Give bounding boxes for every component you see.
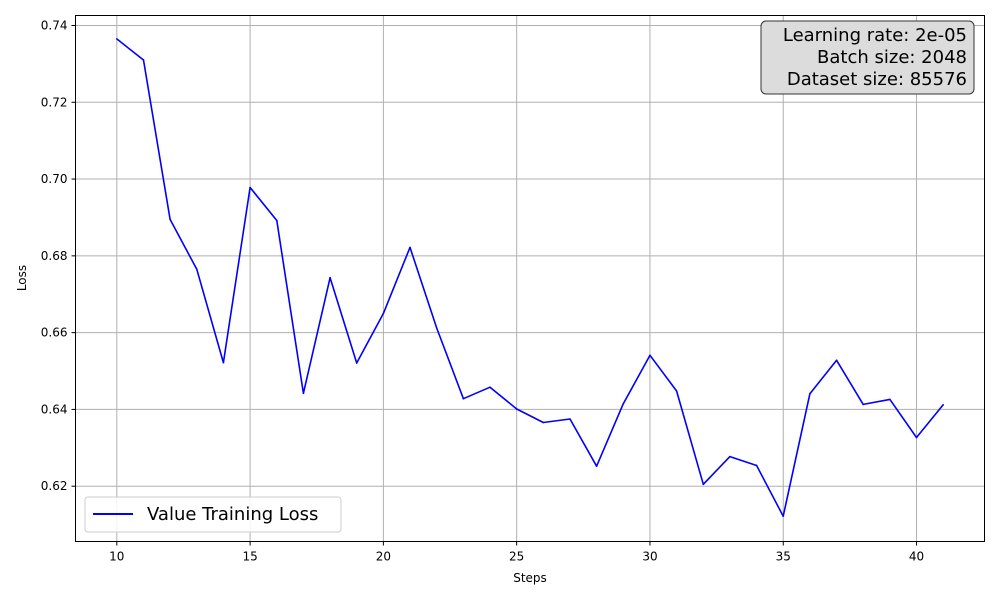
data-point (889, 398, 891, 401)
data-point (782, 515, 785, 517)
info-box: Learning rate: 2e-05 Batch size: 2048 Da… (760, 20, 975, 95)
data-point (116, 38, 118, 40)
legend-frame (84, 496, 342, 533)
data-point (942, 404, 944, 406)
data-point (489, 386, 491, 388)
data-point (755, 464, 758, 467)
data-point (275, 219, 278, 222)
y-tick-label: 0.66 (41, 326, 68, 340)
data-point (302, 392, 305, 395)
data-point (435, 327, 438, 329)
data-point (355, 362, 358, 364)
y-tick-label: 0.64 (41, 402, 68, 416)
data-point (329, 276, 331, 279)
grid (75, 15, 985, 542)
plot-background (75, 15, 985, 542)
x-axis-label: Steps (513, 571, 547, 585)
data-point (382, 312, 385, 315)
data-point (195, 268, 198, 271)
y-axis: 0.62 0.64 0.66 0.68 0.70 0.72 0.74 (41, 18, 76, 493)
info-learning-rate: Learning rate: 2e-05 (783, 25, 967, 46)
y-tick-label: 0.70 (41, 172, 68, 186)
series-line (116, 38, 944, 518)
x-tick-label: 30 (642, 550, 657, 564)
x-tick-label: 40 (909, 550, 924, 564)
data-point (649, 354, 651, 357)
data-point (515, 408, 518, 410)
data-point (809, 392, 811, 395)
data-point (409, 246, 411, 249)
data-point (835, 359, 838, 362)
data-point (702, 483, 705, 486)
legend-label: Value Training Loss (147, 504, 318, 525)
data-point (729, 455, 731, 458)
info-dataset-size: Dataset size: 85576 (787, 69, 967, 90)
x-tick-label: 15 (242, 550, 257, 564)
data-point (169, 218, 171, 221)
x-tick-label: 10 (109, 550, 124, 564)
info-batch-size: Batch size: 2048 (817, 47, 967, 68)
x-tick-label: 20 (376, 550, 391, 564)
y-tick-label: 0.62 (41, 479, 68, 493)
x-tick-label: 35 (776, 550, 791, 564)
x-axis: 10 15 20 25 30 35 40 (109, 541, 924, 564)
data-point (595, 465, 598, 468)
data-point (675, 390, 678, 392)
info-box-frame (760, 20, 975, 95)
data-point (915, 436, 918, 439)
data-point (222, 361, 225, 364)
data-point (249, 186, 251, 189)
x-tick-label: 25 (509, 550, 524, 564)
legend: Value Training Loss (84, 496, 342, 533)
data-point (862, 403, 865, 406)
plot-frame (75, 15, 985, 542)
data-point (542, 421, 545, 424)
data-point (569, 418, 571, 420)
series-layer (116, 38, 944, 518)
data-point (462, 397, 465, 400)
y-tick-label: 0.72 (41, 95, 68, 109)
y-tick-label: 0.74 (41, 18, 68, 32)
y-axis-label: Loss (15, 265, 29, 291)
y-tick-label: 0.68 (41, 249, 68, 263)
data-point (142, 59, 145, 61)
data-point (622, 402, 625, 405)
